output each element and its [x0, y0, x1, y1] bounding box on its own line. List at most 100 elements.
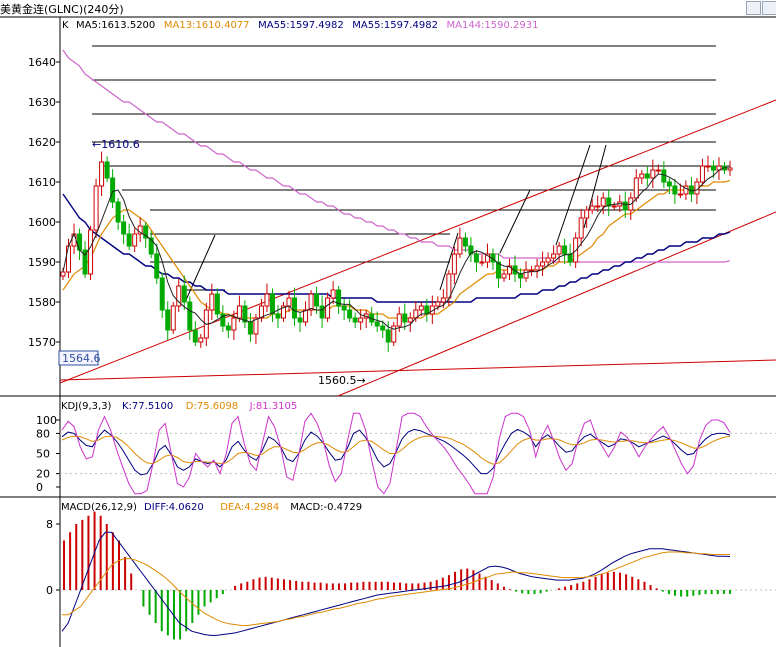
- kdj-value-k: K:77.5100: [122, 401, 173, 412]
- high-annotation: ←1610.6: [92, 138, 140, 151]
- candle-body: [606, 197, 612, 207]
- candle-body: [677, 193, 683, 196]
- price-cursor-box: [58, 350, 99, 366]
- candle-body: [396, 313, 402, 327]
- macd-diff-line: [61, 531, 731, 636]
- candle-body: [699, 165, 705, 183]
- price-tick-label: 1640: [28, 56, 56, 69]
- candle-body: [534, 265, 540, 271]
- candle-body: [253, 317, 259, 335]
- candle-body: [435, 301, 441, 307]
- candle-body: [192, 329, 198, 343]
- candle-body: [220, 313, 226, 327]
- candle-body: [501, 273, 507, 279]
- ma13-line: [62, 179, 731, 319]
- indicator-label: K: [62, 20, 69, 31]
- macd-value-diff: DIFF:4.0620: [144, 502, 204, 513]
- candle-body: [93, 185, 99, 231]
- candle-body: [644, 173, 650, 179]
- candle-body: [104, 161, 110, 179]
- candle-body: [319, 305, 325, 319]
- candle-body: [595, 205, 601, 208]
- ma144-line: [62, 49, 731, 263]
- candle-body: [385, 329, 391, 343]
- diagonal-line: [185, 234, 216, 301]
- candle-body: [154, 253, 160, 279]
- candle-body: [495, 261, 501, 279]
- candle-body: [551, 253, 557, 259]
- ma-label-ma5: MA5:1613.5200: [76, 20, 155, 31]
- price-tick-label: 1590: [28, 256, 56, 269]
- kdj-value-d: D:75.6098: [186, 401, 238, 412]
- low-annotation: 1560.5→: [318, 374, 366, 387]
- candle-body: [314, 293, 320, 307]
- candle-body: [418, 305, 424, 311]
- kdj-tick-label: 80: [36, 427, 50, 440]
- candle-body: [347, 309, 353, 319]
- candle-body: [462, 237, 468, 247]
- candle-body: [391, 325, 397, 343]
- kdj-value-j: J:81.3105: [249, 401, 298, 412]
- candle-body: [308, 293, 314, 311]
- candle-body: [71, 233, 77, 247]
- candle-body: [209, 293, 215, 311]
- kdj-label: KDJ(9,3,3): [61, 401, 112, 412]
- diagonal-line: [555, 144, 591, 246]
- candle-body: [529, 269, 535, 272]
- candle-body: [325, 297, 331, 319]
- kdj-tick-label: 100: [36, 414, 57, 427]
- candle-body: [115, 201, 121, 223]
- candles: [60, 151, 733, 352]
- maximize-button[interactable]: [762, 1, 776, 15]
- candle-body: [633, 177, 639, 199]
- candle-body: [132, 233, 138, 247]
- candle-body: [573, 237, 579, 263]
- candle-body: [545, 257, 551, 263]
- candle-body: [562, 245, 568, 255]
- macd-value-dea: DEA:4.2984: [220, 502, 279, 513]
- candle-body: [683, 185, 689, 195]
- candle-body: [297, 317, 303, 323]
- price-tick-label: 1610: [28, 176, 56, 189]
- candle-body: [336, 289, 342, 307]
- trend-base-line: [59, 359, 776, 381]
- candle-body: [655, 169, 661, 172]
- ma5-line: [62, 167, 731, 330]
- candle-body: [198, 337, 204, 343]
- candle-body: [143, 225, 149, 239]
- ma-label-ma144: MA144:1590.2931: [447, 20, 539, 31]
- chart-title: 美黄金连(GLNC)(240分): [0, 3, 124, 16]
- candle-body: [578, 217, 584, 239]
- candle-body: [451, 253, 457, 275]
- candle-body: [330, 289, 336, 299]
- candle-body: [231, 317, 237, 331]
- candle-body: [540, 261, 546, 267]
- candle-body: [589, 205, 595, 211]
- candle-body: [584, 209, 590, 219]
- candle-body: [60, 271, 66, 277]
- candle-body: [484, 253, 490, 263]
- candle-body: [402, 313, 408, 323]
- macd-tick-label: 0: [46, 584, 53, 597]
- diagonal-line: [439, 232, 459, 291]
- candle-body: [264, 293, 270, 307]
- candle-body: [479, 261, 485, 264]
- macd-tick-label: 8: [46, 518, 53, 531]
- candle-body: [600, 197, 606, 207]
- macd-label: MACD(26,12,9): [61, 502, 137, 513]
- kdj-j-line: [61, 412, 731, 495]
- candle-body: [380, 325, 386, 331]
- candle-body: [567, 253, 573, 263]
- candle-body: [446, 273, 452, 299]
- candle-body: [473, 253, 479, 263]
- candle-body: [275, 313, 281, 319]
- minimize-button[interactable]: [746, 1, 761, 15]
- ma-label-ma13: MA13:1610.4077: [164, 20, 250, 31]
- candle-body: [82, 249, 88, 275]
- candle-body: [280, 305, 286, 319]
- candle-body: [214, 293, 220, 315]
- candle-body: [99, 161, 105, 187]
- candle-body: [88, 229, 94, 275]
- price-tick-label: 1600: [28, 216, 56, 229]
